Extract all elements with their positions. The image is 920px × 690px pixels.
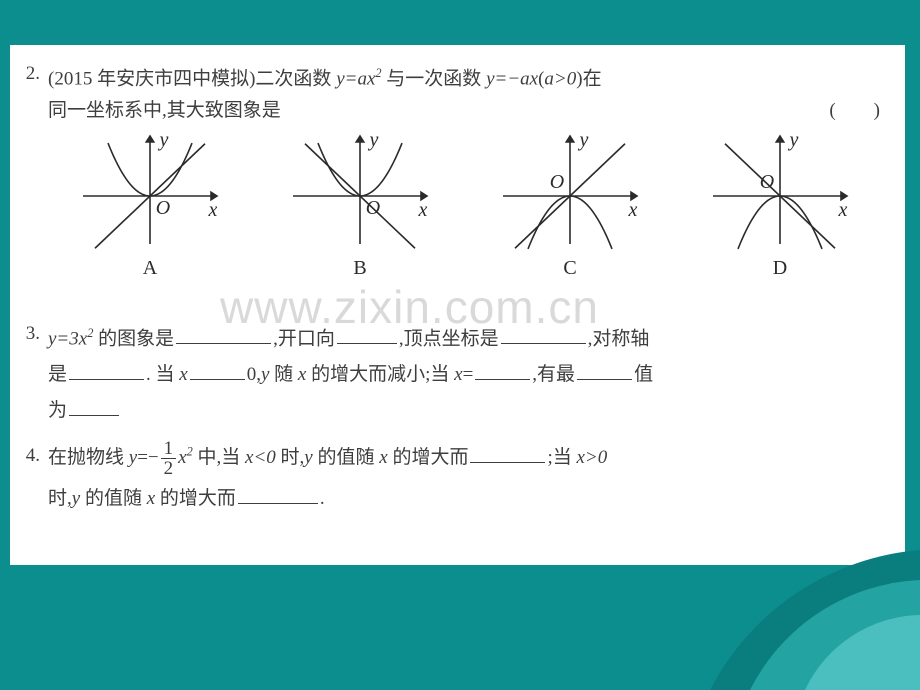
p4-seg1d: 的值随 (313, 447, 380, 468)
p4-y3: y (72, 488, 80, 509)
svg-text:x: x (838, 199, 848, 221)
p3-seg3: ,顶点坐标是 (399, 328, 499, 349)
svg-text:O: O (760, 171, 774, 193)
svg-text:O: O (156, 197, 170, 219)
p4-seg1c: 时, (276, 447, 305, 468)
p3-seg1b: 的图象是 (93, 328, 174, 349)
p2-expr2: y=−ax (486, 68, 538, 89)
p3-seg5b: . 当 (146, 364, 179, 385)
svg-text:x: x (418, 199, 428, 221)
paper: 2. (2015 年安庆市四中模拟)二次函数 y=ax2 与一次函数 y=−ax… (10, 45, 905, 565)
p4-seg2a: 时, (48, 488, 72, 509)
p4-x3: x (147, 488, 155, 509)
problem-3-number: 3. (10, 323, 40, 345)
p4-y2: y (304, 447, 312, 468)
blank-3-6 (475, 359, 530, 380)
p4-cond1: x<0 (245, 447, 276, 468)
problem-2-line2: 同一坐标系中,其大致图象是 ( ) (48, 95, 888, 127)
problem-2-number: 2. (10, 63, 40, 85)
frac-d: 2 (161, 459, 177, 478)
problem-4-line1: 在抛物线 y=−12x2 中,当 x<0 时,y 的值随 x 的增大而;当 x>… (48, 437, 888, 479)
svg-text:A: A (143, 257, 158, 279)
blank-3-2 (337, 323, 397, 344)
svg-text:O: O (550, 171, 564, 193)
p3-seg6: 为 (48, 400, 67, 421)
p4-seg2b: 的值随 (80, 488, 147, 509)
svg-text:x: x (208, 199, 218, 221)
svg-text:C: C (563, 257, 576, 279)
p3-eq: = (463, 364, 474, 385)
graph-C: y x O C (495, 130, 645, 285)
graph-B: y x O B (285, 130, 435, 285)
p4-seg1b: 中,当 (193, 447, 245, 468)
graph-A: y x O A (75, 130, 225, 285)
p4-x2: x (379, 447, 387, 468)
graph-D: y x O D (705, 130, 855, 285)
problem-2-line1: (2015 年安庆市四中模拟)二次函数 y=ax2 与一次函数 y=−ax(a>… (48, 63, 888, 96)
p3-seg2: ,开口向 (273, 328, 335, 349)
p4-y: y (129, 447, 137, 468)
p4-cond2: x>0 (576, 447, 607, 468)
svg-text:y: y (158, 130, 169, 151)
p3-seg5a: 是 (48, 364, 67, 385)
problem-3-line2: 是. 当 x0,y 随 x 的增大而减小;当 x=,有最值 (48, 359, 888, 391)
p3-seg5e: 的增大而减小;当 (306, 364, 454, 385)
svg-text:B: B (353, 257, 366, 279)
p4-eq: = (137, 447, 148, 468)
svg-text:y: y (578, 130, 589, 151)
blank-3-5 (190, 359, 245, 380)
p4-seg1f: ;当 (547, 447, 576, 468)
p2-seg1c: 在 (583, 68, 602, 89)
p4-seg1e: 的增大而 (388, 447, 469, 468)
p3-seg4: ,对称轴 (588, 328, 650, 349)
svg-text:x: x (628, 199, 638, 221)
p2-seg1b: 与一次函数 (382, 68, 487, 89)
p3-x3: x (454, 364, 462, 385)
problem-3-line3: 为 (48, 395, 888, 427)
problem-4-line2: 时,y 的值随 x 的增大而. (48, 483, 888, 515)
p3-seg5d: 随 (269, 364, 298, 385)
fraction-icon: 12 (161, 439, 177, 478)
corner-decoration-icon (710, 550, 920, 690)
svg-text:y: y (788, 130, 799, 151)
p4-minus: − (148, 447, 159, 468)
p3-seg5c: 0, (247, 364, 261, 385)
blank-3-3 (501, 323, 586, 344)
p2-expr1: y=ax (336, 68, 375, 89)
blank-4-1 (470, 442, 545, 463)
p3-x1: x (179, 364, 187, 385)
p4-x: x (178, 447, 186, 468)
p3-seg5f: ,有最 (532, 364, 575, 385)
frac-n: 1 (161, 439, 177, 459)
p2-choice-marker: ( ) (829, 95, 880, 127)
blank-3-4 (69, 359, 144, 380)
p3-seg5g: 值 (634, 364, 653, 385)
blank-4-2 (238, 483, 318, 504)
p2-seg1a: 二次函数 (255, 68, 336, 89)
problem-3-line1: y=3x2 的图象是,开口向,顶点坐标是,对称轴 (48, 323, 888, 356)
p4-seg2c: 的增大而 (155, 488, 236, 509)
p4-period: . (320, 488, 325, 509)
p4-seg1a: 在抛物线 (48, 447, 129, 468)
blank-3-7 (577, 359, 632, 380)
p3-expr: y=3x (48, 328, 87, 349)
problem-4-number: 4. (10, 445, 40, 467)
blank-3-1 (176, 323, 271, 344)
svg-text:D: D (773, 257, 787, 279)
svg-text:O: O (366, 197, 380, 219)
p2-source: 2015 年安庆市四中模拟 (54, 68, 249, 89)
blank-3-8 (69, 395, 119, 416)
svg-text:y: y (368, 130, 379, 151)
p2-cond: a>0 (544, 68, 576, 89)
p2-stem2: 同一坐标系中,其大致图象是 (48, 100, 281, 121)
